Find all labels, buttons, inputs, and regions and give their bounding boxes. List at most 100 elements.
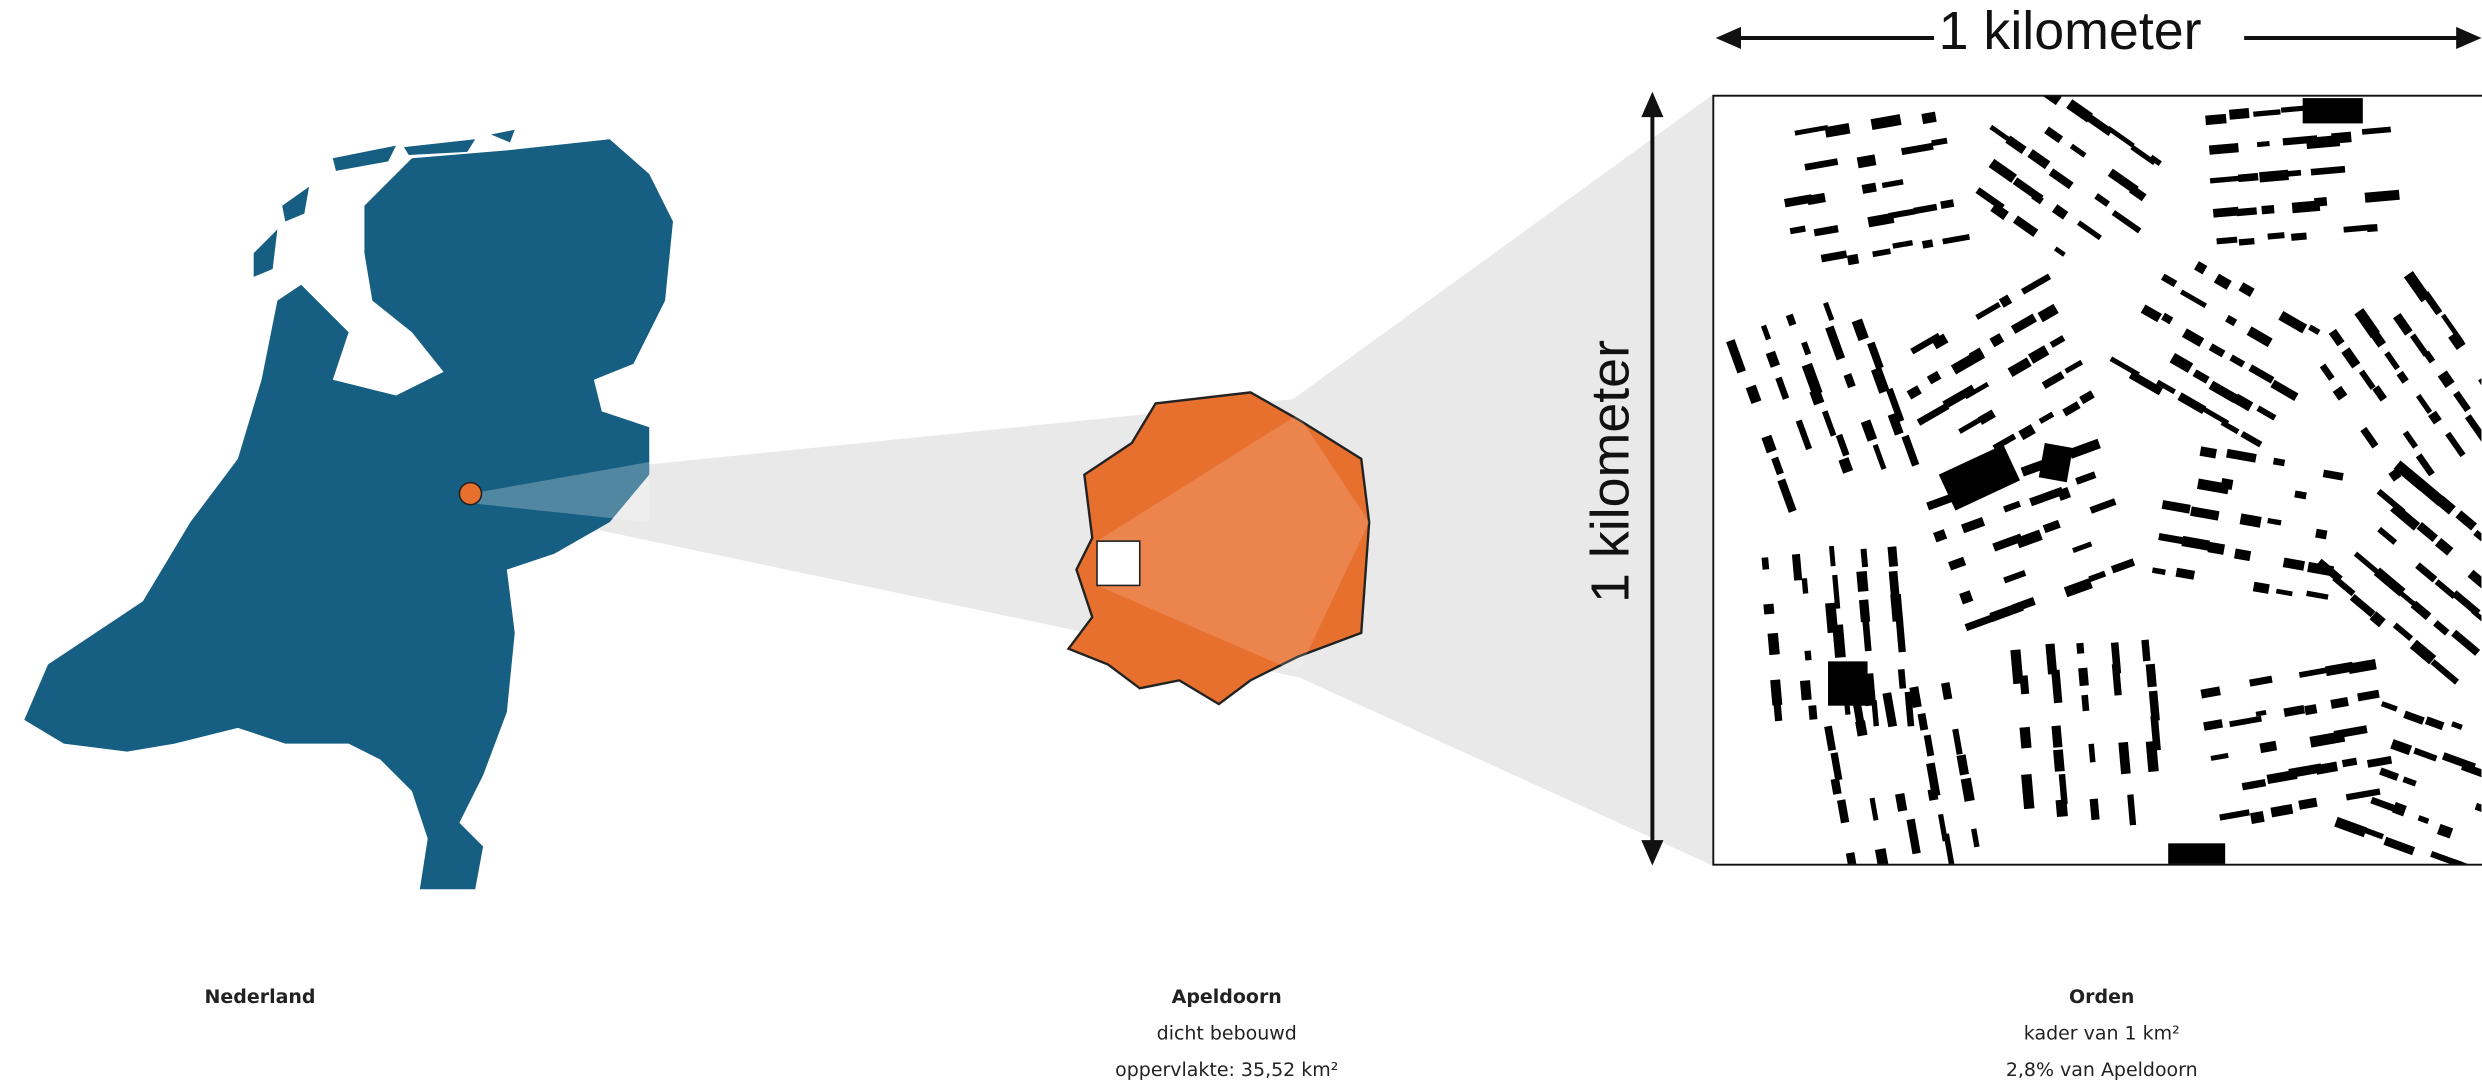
building <box>2086 114 2113 136</box>
building <box>2055 799 2068 818</box>
building <box>1901 142 1934 156</box>
caption-title: Apeldoorn <box>1172 986 1282 1008</box>
building <box>2209 175 2244 184</box>
building <box>2473 529 2482 542</box>
building <box>2161 312 2174 325</box>
building <box>2160 273 2178 288</box>
building <box>2460 762 2482 779</box>
building <box>1856 570 1869 592</box>
building <box>2291 200 2321 214</box>
building <box>2330 696 2349 709</box>
building <box>1931 333 1949 350</box>
scale-arrows <box>1641 26 2482 866</box>
building <box>2259 169 2289 183</box>
building <box>2402 776 2417 787</box>
building <box>2232 393 2254 412</box>
building <box>2453 390 2471 413</box>
building <box>2192 369 2210 384</box>
building <box>2207 541 2226 555</box>
apeldoorn-map[interactable] <box>1066 391 1371 706</box>
buildings <box>1726 71 2482 864</box>
building <box>1838 457 1854 474</box>
orden-frame-marker[interactable] <box>1096 540 1141 587</box>
building <box>2253 109 2281 117</box>
building <box>2333 725 2368 739</box>
building <box>2319 363 2335 381</box>
building <box>2396 370 2409 384</box>
caption-line: dicht bebouwd <box>1157 1023 1297 1045</box>
building <box>1910 332 1942 355</box>
building <box>1855 720 1868 737</box>
building <box>2430 659 2460 685</box>
building <box>1835 433 1850 457</box>
building <box>1808 705 1818 720</box>
building <box>2220 420 2240 435</box>
building <box>2290 232 2307 241</box>
building <box>2145 741 2159 773</box>
building <box>2130 144 2157 166</box>
building <box>1977 409 1996 425</box>
building <box>1917 713 1929 731</box>
building <box>2216 236 2238 245</box>
building <box>2451 859 2477 864</box>
building <box>2249 675 2273 687</box>
apeldoorn-dot[interactable] <box>458 481 483 506</box>
building <box>2436 823 2454 839</box>
building <box>2428 410 2442 425</box>
building <box>2384 351 2400 371</box>
building <box>2081 694 2090 712</box>
building <box>1888 208 1916 220</box>
building <box>2437 370 2455 388</box>
building <box>1964 382 1990 400</box>
building <box>1927 788 1939 801</box>
building <box>2051 669 2063 704</box>
building <box>2128 185 2147 202</box>
building <box>2045 643 2058 675</box>
building <box>2181 328 2205 347</box>
building <box>2044 126 2064 144</box>
building <box>2026 71 2056 94</box>
building <box>2179 289 2207 309</box>
building <box>2037 303 2059 323</box>
building <box>2252 581 2270 594</box>
building <box>2288 763 2323 779</box>
building <box>2261 204 2275 215</box>
building <box>2236 207 2258 217</box>
building <box>2051 204 2069 220</box>
building <box>2208 142 2239 155</box>
building <box>2310 165 2346 176</box>
building <box>2358 369 2376 390</box>
map-frame <box>1712 94 2482 866</box>
building <box>1943 833 1955 864</box>
building <box>2007 357 2032 378</box>
building <box>1906 385 1922 400</box>
caption-line: oppervlakte: 35,52 km² <box>1115 1059 1338 1081</box>
building <box>1961 517 1986 534</box>
building <box>2451 629 2481 656</box>
building <box>1926 762 1941 797</box>
building <box>2315 528 2328 540</box>
building <box>1870 366 1890 394</box>
building <box>1988 158 2017 183</box>
building <box>2436 495 2456 515</box>
building <box>2331 131 2352 144</box>
building <box>2328 328 2345 347</box>
building <box>1824 123 1851 138</box>
building <box>2294 490 2307 500</box>
building <box>2415 562 2438 583</box>
building <box>2106 126 2135 148</box>
building <box>2196 478 2230 495</box>
building <box>1830 778 1842 795</box>
building <box>1832 574 1841 609</box>
building <box>2240 431 2263 448</box>
building <box>2238 282 2255 297</box>
netherlands-map <box>24 129 673 890</box>
building <box>1948 556 1967 571</box>
building <box>1958 417 1982 434</box>
building <box>1761 557 1770 570</box>
building <box>2445 431 2466 458</box>
building <box>1828 545 1836 567</box>
building <box>1765 350 1781 368</box>
building <box>2282 557 2305 571</box>
